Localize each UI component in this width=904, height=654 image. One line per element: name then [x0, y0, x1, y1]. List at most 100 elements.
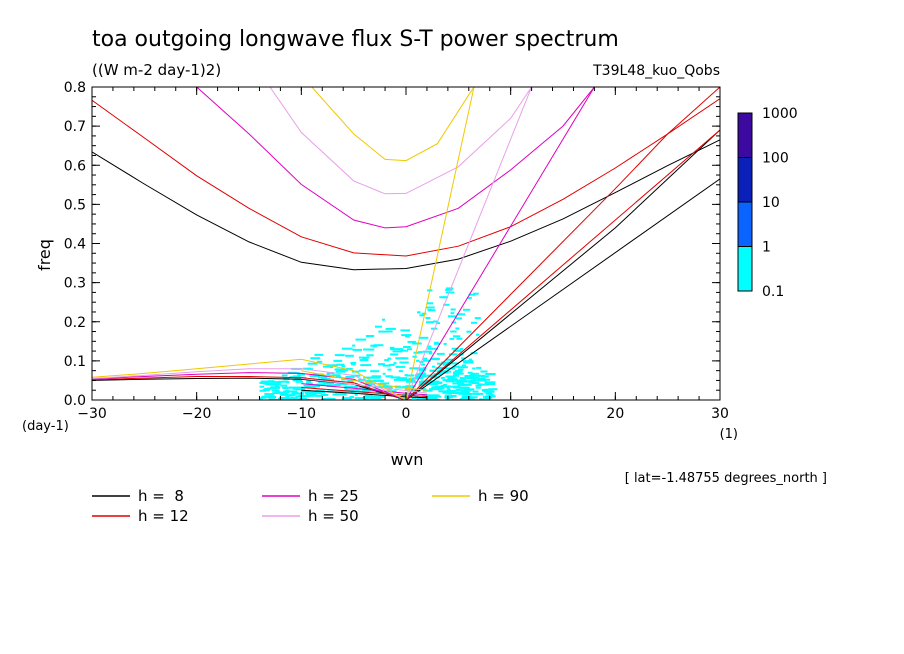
curve-kelvin: [405, 87, 595, 400]
heatmap-cell: [364, 383, 376, 386]
x-tick-label: 20: [606, 406, 624, 422]
heatmap-cell: [355, 338, 367, 341]
heatmap-cell: [292, 387, 298, 390]
x-tick-label: 0: [402, 406, 411, 422]
heatmap-cell: [409, 367, 419, 370]
curve-n1_eig: [269, 87, 533, 195]
heatmap-cell: [390, 376, 401, 379]
curve-n1_eig: [311, 87, 475, 162]
heatmap-cell: [459, 380, 468, 383]
curve-mrg: [301, 389, 427, 399]
y-tick-label: 0.5: [64, 197, 86, 213]
heatmap-cell: [264, 395, 276, 398]
heatmap-cell: [461, 395, 472, 398]
chart-units: ((W m-2 day-1)2): [92, 61, 221, 79]
heatmap-cell: [323, 382, 334, 385]
heatmap-cell: [480, 370, 488, 373]
heatmap-cell: [282, 380, 288, 383]
heatmap-cell: [314, 353, 324, 356]
heatmap-cell: [371, 375, 381, 378]
heatmap-cell: [292, 390, 297, 393]
heatmap-cell: [468, 358, 472, 361]
heatmap-cell: [327, 398, 336, 400]
heatmap-cell: [285, 389, 289, 392]
heatmap-cell: [445, 380, 455, 383]
heatmap-cell: [284, 392, 288, 395]
heatmap-cell: [270, 381, 282, 384]
heatmap-cell: [440, 376, 445, 379]
heatmap-cell: [422, 357, 428, 360]
heatmap-cell: [315, 394, 322, 397]
heatmap-cell: [341, 397, 352, 400]
heatmap-cell: [310, 357, 321, 360]
heatmap-cell: [445, 288, 453, 291]
heatmap-cell: [451, 321, 457, 324]
heatmap-cell: [418, 351, 423, 354]
heatmap-cell: [393, 362, 397, 365]
y-tick-label: 0.6: [64, 158, 86, 174]
heatmap-cell: [467, 371, 473, 374]
heatmap-cell: [475, 384, 482, 387]
heatmap-cell: [321, 398, 329, 400]
legend-label: h = 50: [308, 507, 359, 525]
heatmap-cell: [264, 382, 272, 385]
heatmap-cell: [426, 345, 432, 348]
curve-mrg: [301, 370, 427, 391]
run-label: T39L48_kuo_Qobs: [592, 63, 720, 79]
heatmap-cell: [333, 359, 343, 362]
y-tick-label: 0.7: [64, 119, 86, 135]
heatmap-cell: [403, 346, 411, 348]
heatmap-cell: [286, 391, 290, 394]
heatmap-cell: [350, 361, 357, 364]
heatmap-cell: [481, 389, 486, 392]
heatmap-cell: [278, 397, 290, 400]
heatmap-cell: [434, 341, 439, 344]
heatmap-cell: [445, 291, 455, 294]
heatmap-cell: [392, 350, 403, 353]
heatmap-cell: [285, 394, 292, 397]
heatmap-cell: [284, 396, 289, 399]
heatmap-cell: [412, 377, 419, 380]
heatmap-cell: [448, 395, 457, 398]
curve-rossby: [92, 368, 407, 400]
heatmap-cell: [386, 390, 397, 393]
heatmap-cell: [460, 391, 470, 394]
heatmap-cell: [405, 374, 414, 377]
x-tick-label: −10: [287, 406, 317, 422]
axis-ticks: −30 −20 −10 0 10 20 30 0.0 0.1 0.2 0.3 0.4 0.5 0.6 0.7…: [64, 80, 729, 422]
heatmap-cell: [344, 388, 348, 390]
heatmap-cell: [260, 396, 267, 399]
heatmap-cell: [482, 398, 490, 400]
heatmap-cell: [399, 349, 408, 352]
heatmap-cell: [298, 398, 307, 400]
heatmap-cell: [446, 390, 453, 393]
heatmap-cell: [406, 380, 417, 383]
heatmap-cell: [260, 380, 270, 383]
heatmap-cell: [456, 386, 468, 389]
heatmap-cell: [433, 382, 443, 385]
heatmap-cell: [465, 380, 475, 383]
plot-frame: [91, 86, 721, 401]
heatmap-cell: [307, 384, 315, 387]
heatmap-cell: [452, 372, 464, 375]
heatmap-cell: [307, 362, 318, 365]
heatmap-cell: [320, 394, 329, 396]
heatmap-cell: [316, 383, 326, 386]
heatmap-cell: [401, 334, 412, 337]
heatmap-cell: [370, 370, 380, 373]
heatmap-cell: [428, 394, 438, 397]
heatmap-cell: [275, 386, 281, 389]
heatmap-cell: [442, 385, 451, 388]
curve-kelvin: [405, 129, 720, 400]
heatmap-cell: [479, 374, 486, 377]
heatmap-cell: [416, 397, 428, 400]
heatmap-cell: [445, 287, 454, 290]
heatmap-cell: [458, 368, 464, 371]
heatmap-cell: [365, 380, 376, 383]
heatmap-cell: [435, 367, 443, 370]
heatmap-cell: [381, 385, 392, 388]
heatmap-cell: [426, 321, 434, 324]
heatmap-cell: [305, 386, 317, 388]
heatmap-cell: [385, 375, 392, 378]
heatmap-cell: [341, 378, 349, 381]
